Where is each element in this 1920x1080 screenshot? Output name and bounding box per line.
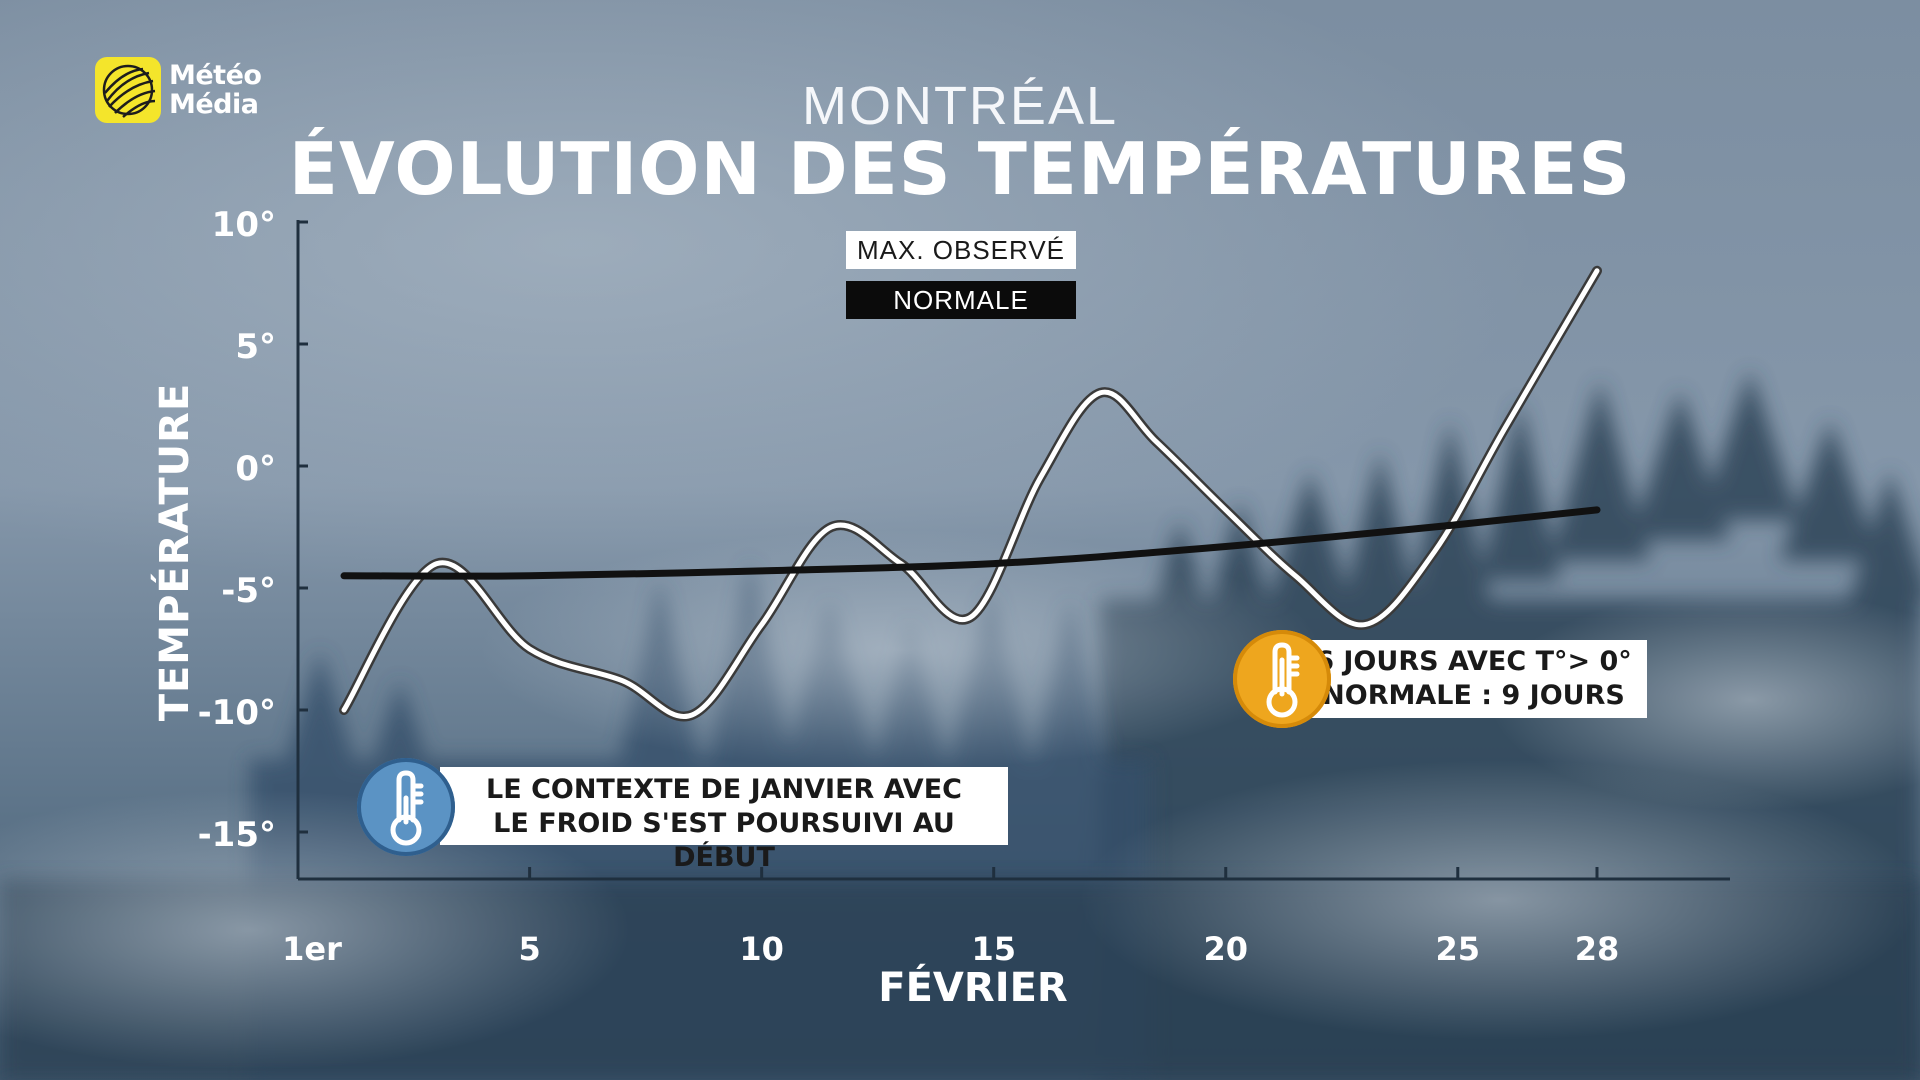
meteomedia-logo: Météo Média [95,57,262,123]
cold-annotation: LE CONTEXTE DE JANVIER AVEC LE FROID S'E… [440,767,1008,873]
x-tick-label: 28 [1575,930,1620,968]
y-tick-label: 0° [235,449,276,489]
legend-normal: NORMALE [846,281,1076,319]
x-tick-label: 20 [1203,930,1248,968]
normal-series-line [340,506,1601,580]
logo-line-2: Média [169,89,259,120]
page-title: ÉVOLUTION DES TEMPÉRATURES [288,127,1632,211]
thermometer-cold-icon [357,758,455,856]
x-tick-label: 10 [739,930,784,968]
warm-annotation-line-1: 6 JOURS AVEC T°> 0° [1315,646,1632,677]
y-axis-title: TEMPÉRATURE [152,382,198,722]
x-tick-label: 15 [971,930,1016,968]
cold-annotation-line-2: LE FROID S'EST POURSUIVI AU DÉBUT [493,808,955,873]
thermometer-warm-icon [1233,630,1331,728]
warm-annotation: 6 JOURS AVEC T°> 0° NORMALE : 9 JOURS [1300,640,1647,718]
globe-logo-icon [95,57,161,123]
logo-line-1: Météo [169,60,262,91]
legend-observed: MAX. OBSERVÉ [846,231,1076,269]
x-tick-label: 5 [518,930,540,968]
observed-series-line [341,268,1600,719]
y-tick-label: 5° [235,327,276,367]
y-tick-label: -15° [198,815,276,855]
y-tick-label: 10° [212,205,276,245]
logo-wordmark: Météo Média [169,60,262,120]
x-tick-label: 25 [1436,930,1481,968]
x-axis-title: FÉVRIER [878,965,1068,1011]
x-tick-label: 1er [282,930,342,968]
y-tick-label: -5° [221,571,276,611]
city-title: MONTRÉAL [801,76,1119,136]
warm-annotation-line-2: NORMALE : 9 JOURS [1322,680,1625,711]
y-tick-label: -10° [198,693,276,733]
cold-annotation-line-1: LE CONTEXTE DE JANVIER AVEC [486,774,962,805]
